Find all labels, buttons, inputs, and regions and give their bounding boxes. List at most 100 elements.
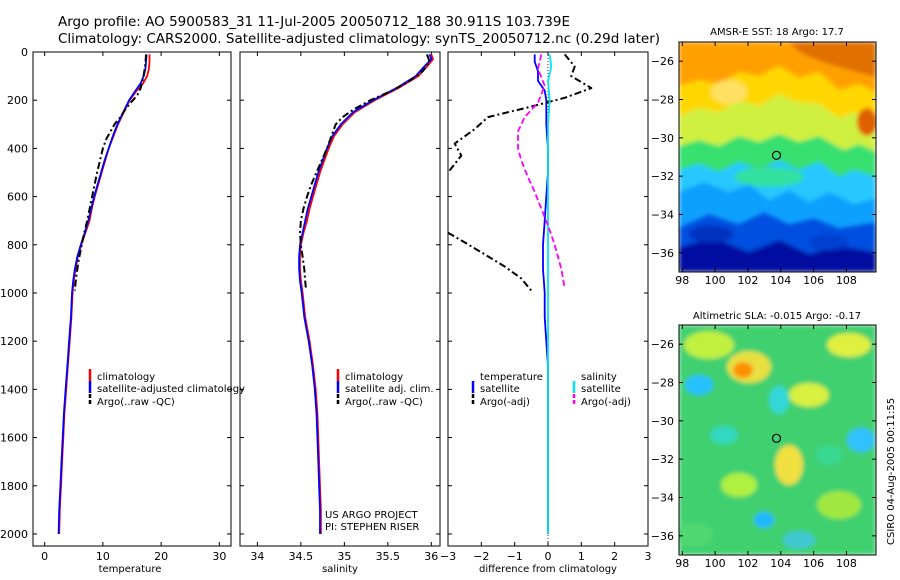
series-line [533,54,549,534]
map-x-tick-label: 102 [737,557,758,570]
depth-tick-labels: 0 200 400 600 800 1000 1200 1400 1600 1800 2000 [0,46,28,541]
map-x-tick-label: 106 [803,557,824,570]
x-tick-label: 0 [545,550,552,563]
x-tick-label: 36 [424,550,438,563]
map-x-tick-label: 106 [803,274,824,287]
difference-series [448,53,593,534]
series-line [448,231,533,292]
x-tick-label: 34 [250,550,264,563]
x-tick-label: 34.5 [289,550,314,563]
x-tick-label: 1 [578,550,585,563]
depth-tick-label: 1400 [0,383,28,396]
figure-title-line1: Argo profile: AO 5900583_31 11-Jul-2005 … [58,14,570,30]
sla-map-title: Altimetric SLA: -0.015 Argo: -0.17 [693,311,861,322]
legend-label-temp-argo: Argo(-adj) [480,397,530,408]
map-y-tick-label: −28 [651,377,674,390]
map-y-tick-label: −26 [651,338,674,351]
map-x-tick-label: 102 [737,274,758,287]
sst-map [678,41,877,273]
series-line [547,54,553,534]
depth-tick-label: 1800 [0,480,28,493]
map-y-tick-label: −32 [651,453,674,466]
x-tick-label: 10 [96,550,110,563]
difference-xlabel: difference from climatology [479,564,617,575]
sst-map-ticks: 98 100 102 104 106 108 −26 −28 −30 −32 −34 −36 [651,42,876,287]
temperature-legend: climatology satellite-adjusted climatolo… [88,369,245,408]
sst-map-title: AMSR-E SST: 18 Argo: 17.7 [710,27,844,38]
sla-heatmap [679,325,876,555]
legend-label-satellite-adjusted: satellite-adjusted climatology [97,384,245,395]
legend-label-climatology: climatology [97,372,155,383]
map-y-tick-label: −36 [651,530,674,543]
difference-legend: temperature satellite Argo(-adj) salinit… [471,372,631,408]
legend-heading-salinity: salinity [581,372,617,383]
x-tick-label: 3 [645,550,652,563]
x-tick-label: 20 [154,550,168,563]
map-y-tick-label: −34 [651,209,674,222]
map-y-tick-label: −28 [651,94,674,107]
argo-location-marker [771,150,782,160]
series-line [299,54,434,534]
temperature-xlabel: temperature [99,564,162,575]
x-tick-label: 30 [212,550,226,563]
sst-heatmap [679,42,876,272]
sla-map-ticks: 98 100 102 104 106 108 −26 −28 −30 −32 −34 −36 [651,325,876,570]
legend-label-satellite-adj: satellite adj. clim. [345,384,434,395]
legend-label-sal-argo: Argo(-adj) [581,397,631,408]
x-tick-label: −1 [507,550,523,563]
depth-tick-label: 0 [21,46,28,59]
legend-label-temp-satellite: satellite [480,384,520,395]
legend-label-climatology: climatology [345,372,403,383]
project-note-line1: US ARGO PROJECT [325,510,419,521]
credit-stamp: CSIRO 04-Aug-2005 00:11:55 [886,398,897,545]
map-x-tick-label: 104 [770,557,791,570]
map-x-tick-label: 100 [705,557,726,570]
legend-label-argo: Argo(..raw -QC) [97,397,175,408]
argo-location-marker [771,433,782,443]
project-note-line2: PI: STEPHEN RISER [325,522,419,533]
depth-tick-label: 200 [7,94,28,107]
x-tick-label: 35 [337,550,351,563]
map-x-tick-label: 100 [705,274,726,287]
x-tick-label: 0 [41,550,48,563]
map-x-tick-label: 104 [770,274,791,287]
salinity-legend: climatology satellite adj. clim. Argo(..… [336,369,434,408]
map-x-tick-label: 98 [675,557,689,570]
series-line [57,54,148,535]
depth-tick-label: 1600 [0,432,28,445]
x-tick-label: 35.5 [376,550,401,563]
map-y-tick-label: −36 [651,247,674,260]
series-line [73,54,147,291]
depth-tick-label: 400 [7,142,28,155]
map-x-tick-label: 108 [836,557,857,570]
legend-heading-temperature: temperature [480,372,543,383]
axis-ticks [33,51,649,546]
depth-tick-label: 1200 [0,335,28,348]
depth-tick-label: 1000 [0,287,28,300]
series-line [448,53,593,174]
x-tick-labels: 0 10 20 30 34 34.5 35 35.5 36 −3 −2 −1 0 1 2 3 [41,550,651,563]
map-y-tick-label: −32 [651,170,674,183]
legend-label-argo: Argo(..raw -QC) [345,397,423,408]
series-line [517,54,566,289]
depth-tick-label: 800 [7,239,28,252]
x-tick-label: −2 [473,550,489,563]
sla-map-frame [678,324,877,556]
map-x-tick-label: 108 [836,274,857,287]
map-y-tick-label: −30 [651,132,674,145]
salinity-series [298,54,434,534]
depth-tick-label: 2000 [0,528,28,541]
salinity-panel-frame [239,51,441,547]
depth-tick-label: 600 [7,191,28,204]
temperature-series [57,54,151,535]
x-tick-label: 2 [611,550,618,563]
sst-map-frame [678,41,877,273]
series-line [299,54,431,291]
legend-label-sal-satellite: satellite [581,384,621,395]
sla-map [678,324,877,556]
figure-title-line2: Climatology: CARS2000. Satellite-adjuste… [58,31,660,47]
x-tick-label: −3 [440,550,456,563]
map-y-tick-label: −26 [651,55,674,68]
map-y-tick-label: −30 [651,415,674,428]
